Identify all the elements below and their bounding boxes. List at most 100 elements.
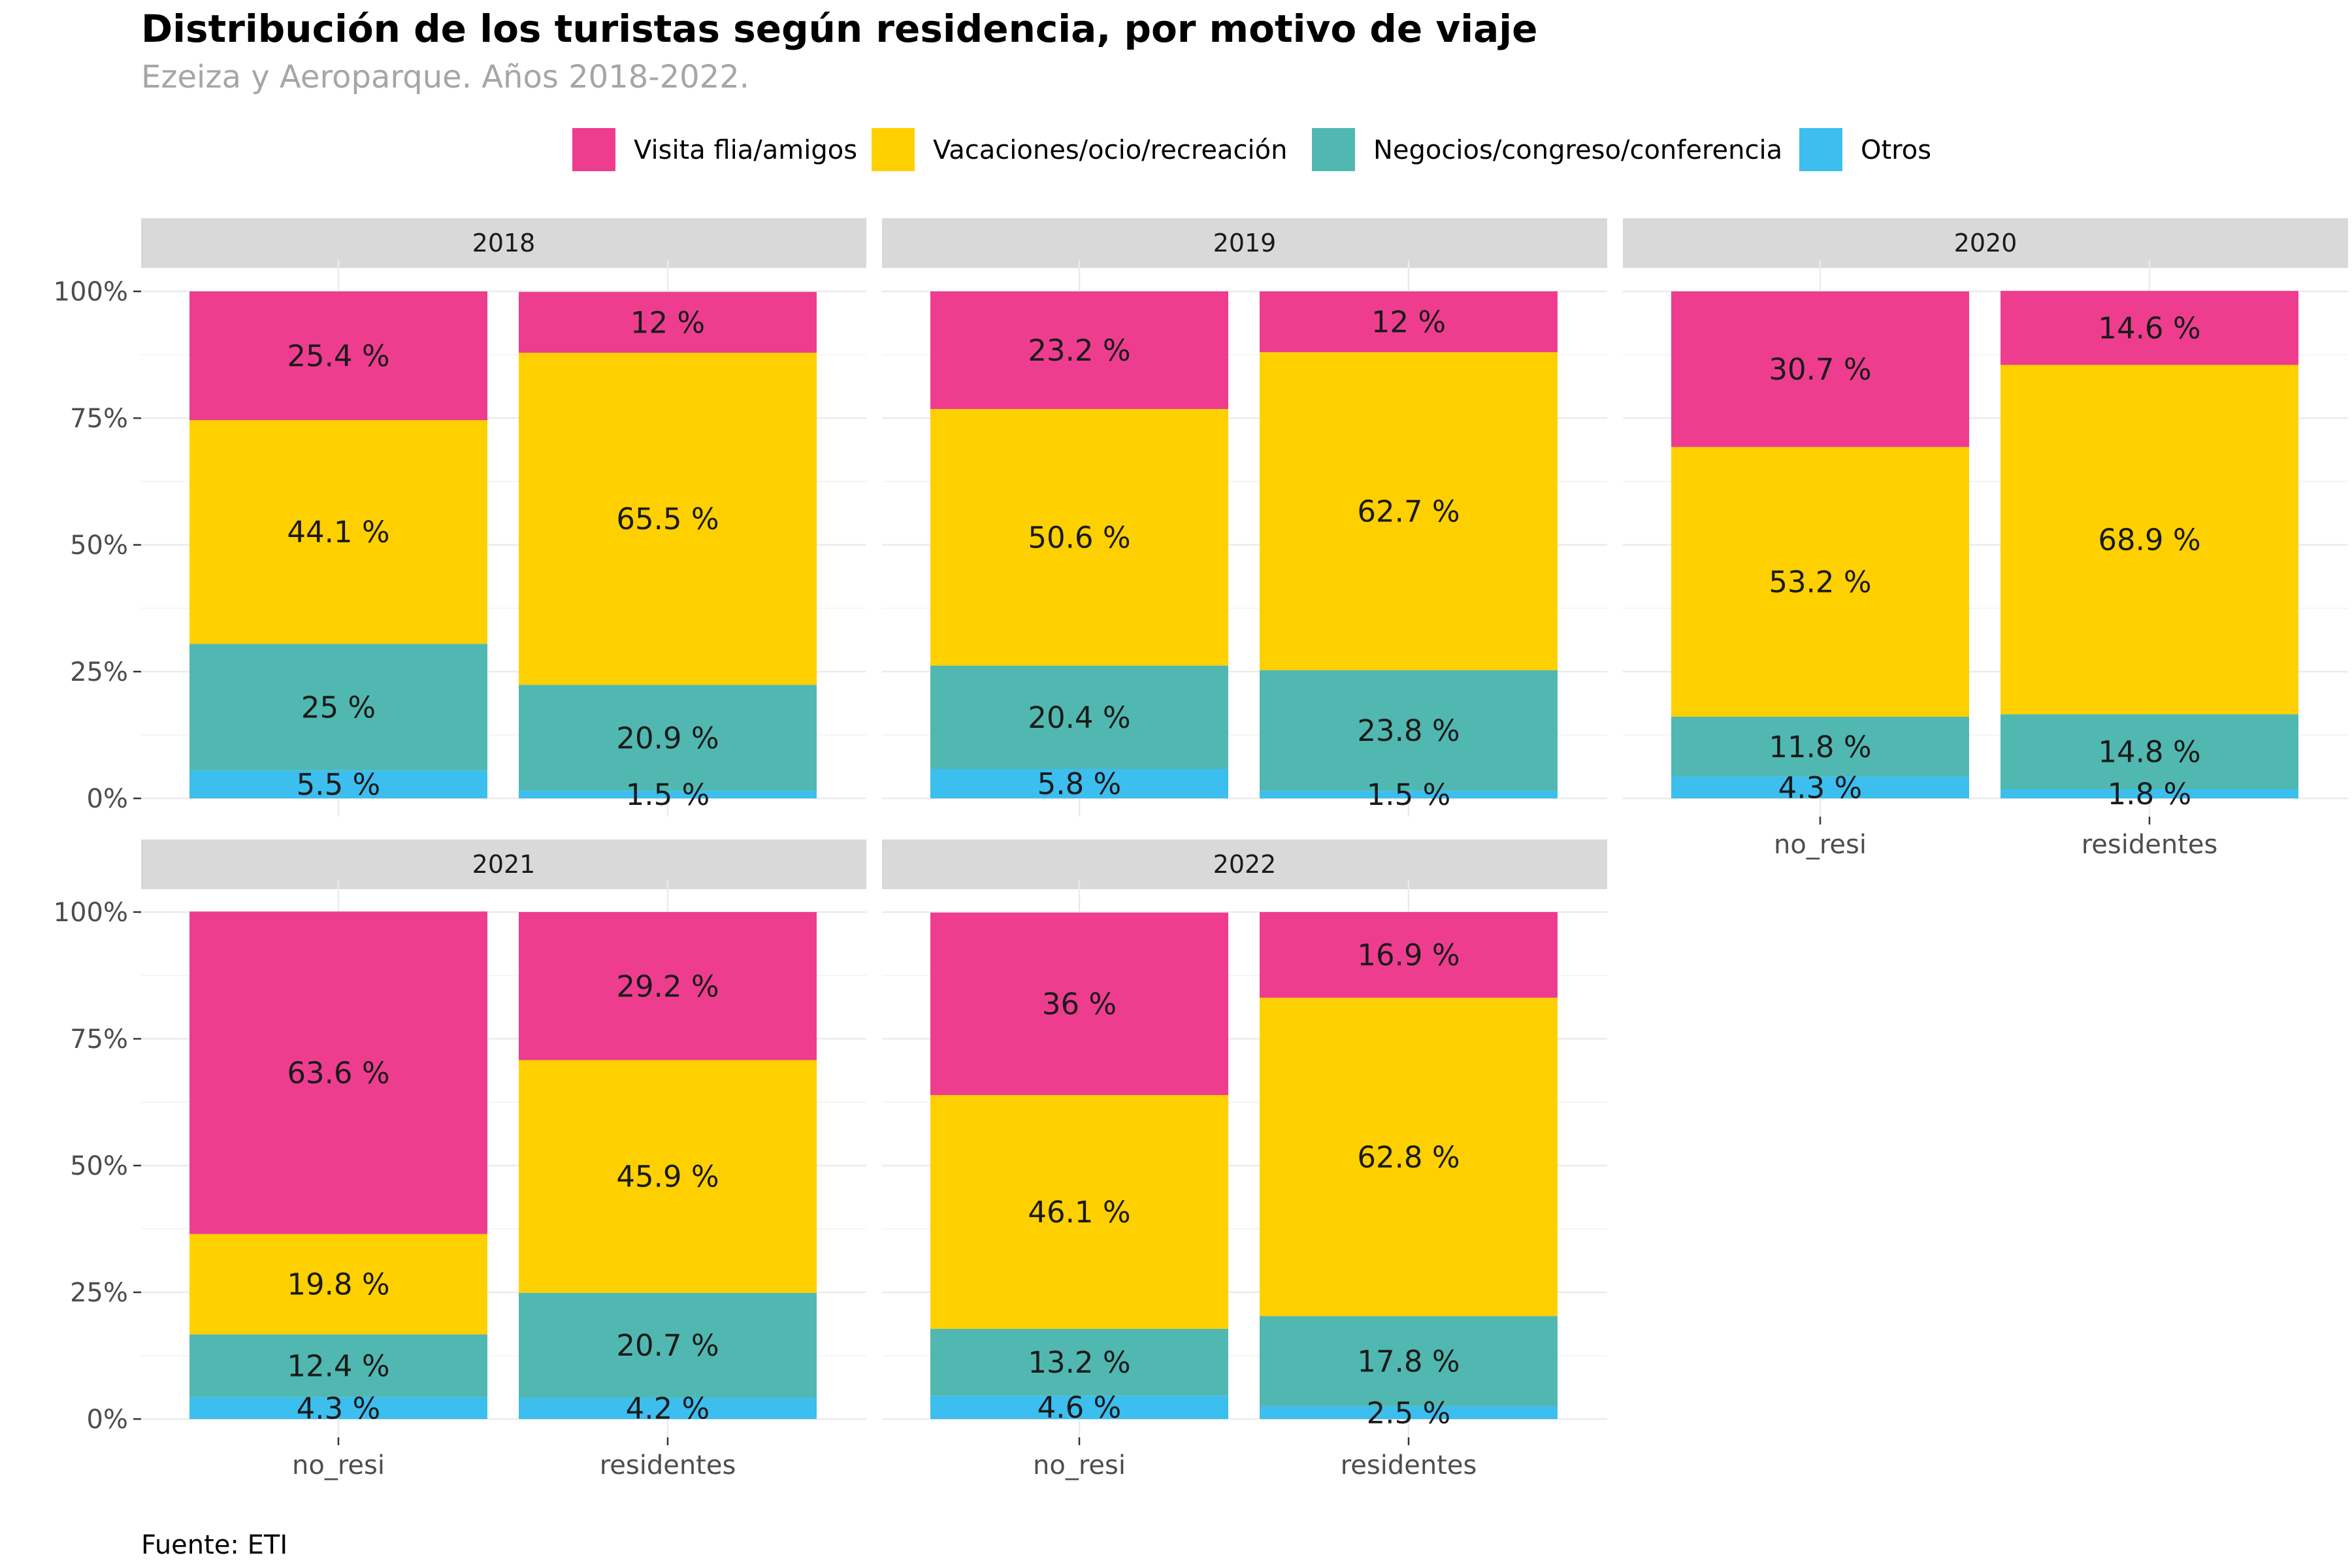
bar-segment-otros — [189, 1397, 487, 1419]
data-label: 23.8 % — [1357, 713, 1460, 748]
y-tick-label: 100% — [54, 898, 128, 928]
bar-segment-negocios-congreso-conferencia — [519, 685, 817, 791]
data-label: 12.4 % — [287, 1349, 389, 1384]
bar-segment-visita-flia-amigos — [189, 911, 487, 1234]
y-tick-label: 100% — [54, 277, 128, 307]
legend-swatch — [872, 128, 915, 171]
legend-item-negocios-congreso-conferencia: Negocios/congreso/conferencia — [1312, 128, 1782, 171]
data-label: 45.9 % — [616, 1160, 719, 1194]
bar-segment-visita-flia-amigos — [930, 291, 1228, 410]
facet-strip-label: 2021 — [472, 850, 536, 879]
bar-stack-no_resi: 4.3 % 11.8 % 53.2 % 30.7 % — [1671, 291, 1969, 805]
bar-stack-residentes: 1.8 % 14.8 % 68.9 % 14.6 % — [2001, 291, 2298, 811]
data-label: 46.1 % — [1028, 1195, 1130, 1230]
bar-segment-visita-flia-amigos — [2001, 291, 2298, 365]
y-tick-label: 25% — [70, 657, 128, 687]
bar-segment-vacaciones-ocio-recreacion — [1671, 447, 1969, 717]
legend-item-otros: Otros — [1799, 128, 1931, 171]
x-tick-label: residentes — [2082, 830, 2218, 860]
bar-segment-negocios-congreso-conferencia — [189, 644, 487, 771]
bar-segment-vacaciones-ocio-recreacion — [189, 1233, 487, 1335]
bar-stack-no_resi: 4.3 % 12.4 % 19.8 % 63.6 % — [189, 911, 487, 1426]
data-label: 25 % — [301, 690, 376, 725]
bar-segment-visita-flia-amigos — [930, 912, 1228, 1096]
bar-segment-negocios-congreso-conferencia — [519, 1292, 817, 1398]
bar-segment-vacaciones-ocio-recreacion — [519, 352, 817, 685]
bar-segment-vacaciones-ocio-recreacion — [189, 420, 487, 644]
y-tick-label: 75% — [70, 404, 128, 434]
bar-segment-negocios-congreso-conferencia — [930, 665, 1228, 769]
bar-segment-negocios-congreso-conferencia — [1671, 717, 1969, 777]
facet-panel-2020: 2020 4.3 % 11.8 % 53.2 % 30.7 % 1.8 % 14.8 % 68… — [1623, 218, 2348, 860]
bar-stack-residentes: 1.5 % 23.8 % 62.7 % 12 % — [1260, 291, 1558, 812]
legend-label: Otros — [1861, 135, 1931, 165]
legend-label: Vacaciones/ocio/recreación — [933, 135, 1287, 165]
data-label: 44.1 % — [287, 515, 389, 549]
legend-swatch — [1312, 128, 1355, 171]
data-label: 4.3 % — [297, 1391, 381, 1426]
legend-label: Negocios/congreso/conferencia — [1373, 135, 1782, 165]
bar-stack-no_resi: 4.6 % 13.2 % 46.1 % 36 % — [930, 912, 1228, 1425]
data-label: 50.6 % — [1028, 520, 1130, 555]
bar-segment-otros — [1671, 776, 1969, 798]
data-label: 62.8 % — [1357, 1140, 1460, 1175]
facet-strip — [882, 840, 1607, 889]
data-label: 4.3 % — [1778, 770, 1863, 805]
bar-segment-otros — [189, 770, 487, 798]
facet-strip — [141, 840, 866, 889]
facet-strip-label: 2019 — [1213, 229, 1277, 257]
legend-item-vacaciones-ocio-recreacion: Vacaciones/ocio/recreación — [872, 128, 1287, 171]
bar-stack-no_resi: 5.8 % 20.4 % 50.6 % 23.2 % — [930, 291, 1228, 801]
data-label: 20.9 % — [616, 721, 719, 755]
x-tick-label: residentes — [600, 1450, 736, 1480]
bar-segment-visita-flia-amigos — [519, 291, 817, 353]
data-label: 19.8 % — [287, 1267, 389, 1302]
data-label: 63.6 % — [287, 1056, 389, 1090]
facet-strip — [882, 218, 1607, 268]
bar-segment-negocios-congreso-conferencia — [1260, 670, 1558, 791]
y-tick-label: 0% — [87, 1405, 128, 1435]
data-label: 13.2 % — [1028, 1345, 1130, 1380]
bar-segment-otros — [1260, 791, 1558, 798]
bar-segment-visita-flia-amigos — [189, 291, 487, 421]
data-label: 1.8 % — [2108, 777, 2192, 811]
data-label: 62.7 % — [1357, 494, 1460, 529]
bar-segment-negocios-congreso-conferencia — [2001, 714, 2298, 790]
data-label: 30.7 % — [1769, 352, 1871, 387]
bar-segment-otros — [519, 1397, 817, 1419]
data-label: 65.5 % — [616, 502, 719, 536]
facet-strip — [1623, 218, 2348, 268]
legend-label: Visita flia/amigos — [634, 135, 857, 165]
data-label: 12 % — [630, 305, 705, 340]
data-label: 14.8 % — [2098, 735, 2200, 770]
data-label: 53.2 % — [1769, 565, 1871, 600]
facet-strip-label: 2022 — [1213, 850, 1277, 879]
bar-stack-no_resi: 5.5 % 25 % 44.1 % 25.4 % — [189, 291, 487, 802]
bar-segment-otros — [2001, 789, 2298, 798]
bar-segment-otros — [930, 1396, 1228, 1419]
bar-segment-vacaciones-ocio-recreacion — [519, 1060, 817, 1293]
bar-stack-residentes: 4.2 % 20.7 % 45.9 % 29.2 % — [519, 912, 817, 1426]
data-label: 2.5 % — [1367, 1396, 1451, 1430]
y-tick-label: 0% — [87, 784, 128, 814]
bar-segment-visita-flia-amigos — [1260, 912, 1558, 998]
bar-segment-vacaciones-ocio-recreacion — [2001, 365, 2298, 715]
data-label: 17.8 % — [1357, 1345, 1460, 1379]
x-tick-label: no_resi — [292, 1450, 385, 1480]
x-tick-label: no_resi — [1774, 830, 1867, 860]
bar-segment-negocios-congreso-conferencia — [189, 1334, 487, 1397]
bar-segment-otros — [930, 768, 1228, 798]
data-label: 1.5 % — [626, 777, 710, 812]
y-tick-label: 50% — [70, 531, 128, 561]
data-label: 11.8 % — [1769, 730, 1871, 764]
bar-segment-vacaciones-ocio-recreacion — [930, 409, 1228, 666]
bar-segment-visita-flia-amigos — [1671, 291, 1969, 448]
data-label: 23.2 % — [1028, 333, 1130, 368]
data-label: 5.8 % — [1037, 766, 1122, 801]
bar-segment-visita-flia-amigos — [519, 912, 817, 1060]
facet-panel-2021: 2021 0% 25% 50% 75% 100% 4.3 % 12.4 % 19.8 % 63.6… — [54, 840, 866, 1480]
facet-panel-2018: 2018 0% 25% 50% 75% 100% 5.5 % 25 % 44.1 % 25.4 %… — [54, 218, 866, 817]
data-label: 1.5 % — [1367, 777, 1451, 812]
bar-segment-vacaciones-ocio-recreacion — [930, 1095, 1228, 1329]
